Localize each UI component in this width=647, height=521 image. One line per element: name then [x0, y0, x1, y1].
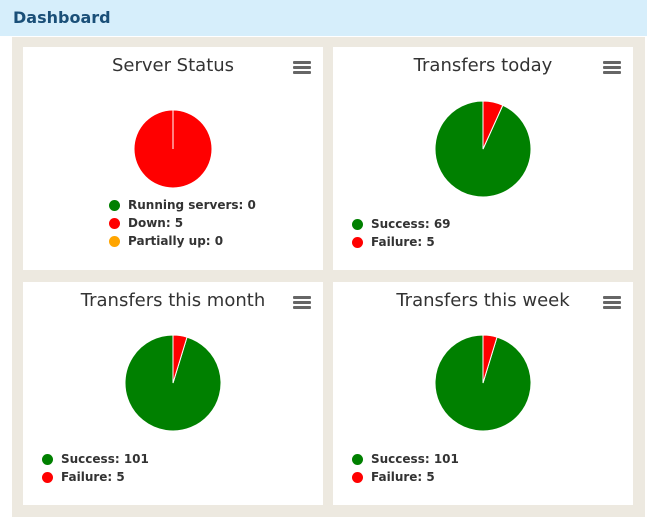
- legend-dot-icon: [352, 236, 363, 248]
- transfers-month-card: Transfers this month Success: 101 Failure…: [23, 282, 323, 505]
- legend-dot-icon: [352, 453, 363, 465]
- transfers-month-legend: Success: 101 Failure: 5: [42, 450, 149, 486]
- hamburger-menu-icon[interactable]: [293, 61, 311, 75]
- legend-dot-icon: [352, 471, 363, 483]
- legend-dot-icon: [109, 235, 120, 247]
- legend-item[interactable]: Success: 69: [352, 215, 451, 233]
- legend-item[interactable]: Failure: 5: [352, 468, 459, 486]
- legend-item[interactable]: Failure: 5: [352, 233, 451, 251]
- legend-dot-icon: [352, 218, 363, 230]
- legend-dot-icon: [109, 199, 120, 211]
- legend-item[interactable]: Success: 101: [352, 450, 459, 468]
- legend-item[interactable]: Partially up: 0: [109, 232, 256, 250]
- legend-item[interactable]: Running servers: 0: [109, 196, 256, 214]
- legend-label: Failure: 5: [371, 470, 435, 484]
- transfers-today-pie-chart: [434, 100, 532, 198]
- pie-slice-failure[interactable]: [172, 334, 188, 384]
- page-title: Dashboard: [13, 8, 111, 27]
- legend-dot-icon: [42, 471, 53, 483]
- hamburger-menu-icon[interactable]: [603, 296, 621, 310]
- legend-label: Running servers: 0: [128, 198, 256, 212]
- dashboard-panel-area: Server Status Running servers: 0 Down: 5 P…: [12, 37, 645, 517]
- legend-label: Failure: 5: [371, 235, 435, 249]
- transfers-today-card: Transfers today Success: 69 Failure: 5: [333, 47, 633, 270]
- transfers-week-legend: Success: 101 Failure: 5: [352, 450, 459, 486]
- legend-label: Down: 5: [128, 216, 184, 230]
- hamburger-menu-icon[interactable]: [293, 296, 311, 310]
- dashboard-header: Dashboard: [0, 0, 647, 36]
- legend-dot-icon: [109, 217, 120, 229]
- server-status-pie-chart: [133, 109, 213, 189]
- legend-label: Success: 69: [371, 217, 451, 231]
- server-status-legend: Running servers: 0 Down: 5 Partially up: 0: [109, 196, 256, 250]
- card-title: Server Status: [111, 55, 235, 76]
- legend-label: Success: 101: [61, 452, 149, 466]
- legend-label: Failure: 5: [61, 470, 125, 484]
- transfers-today-legend: Success: 69 Failure: 5: [352, 215, 451, 251]
- pie-slice-failure[interactable]: [482, 334, 498, 384]
- server-status-card: Server Status Running servers: 0 Down: 5 P…: [23, 47, 323, 270]
- legend-dot-icon: [42, 453, 53, 465]
- pie-slice-failure[interactable]: [482, 100, 504, 150]
- transfers-month-pie-chart: [124, 334, 222, 432]
- legend-label: Partially up: 0: [128, 234, 224, 248]
- transfers-week-card: Transfers this week Success: 101 Failure:…: [333, 282, 633, 505]
- legend-label: Success: 101: [371, 452, 459, 466]
- card-title: Transfers today: [413, 55, 553, 76]
- card-title: Transfers this month: [80, 290, 266, 311]
- legend-item[interactable]: Failure: 5: [42, 468, 149, 486]
- card-title: Transfers this week: [396, 290, 570, 311]
- legend-item[interactable]: Success: 101: [42, 450, 149, 468]
- transfers-week-pie-chart: [434, 334, 532, 432]
- legend-item[interactable]: Down: 5: [109, 214, 256, 232]
- hamburger-menu-icon[interactable]: [603, 61, 621, 75]
